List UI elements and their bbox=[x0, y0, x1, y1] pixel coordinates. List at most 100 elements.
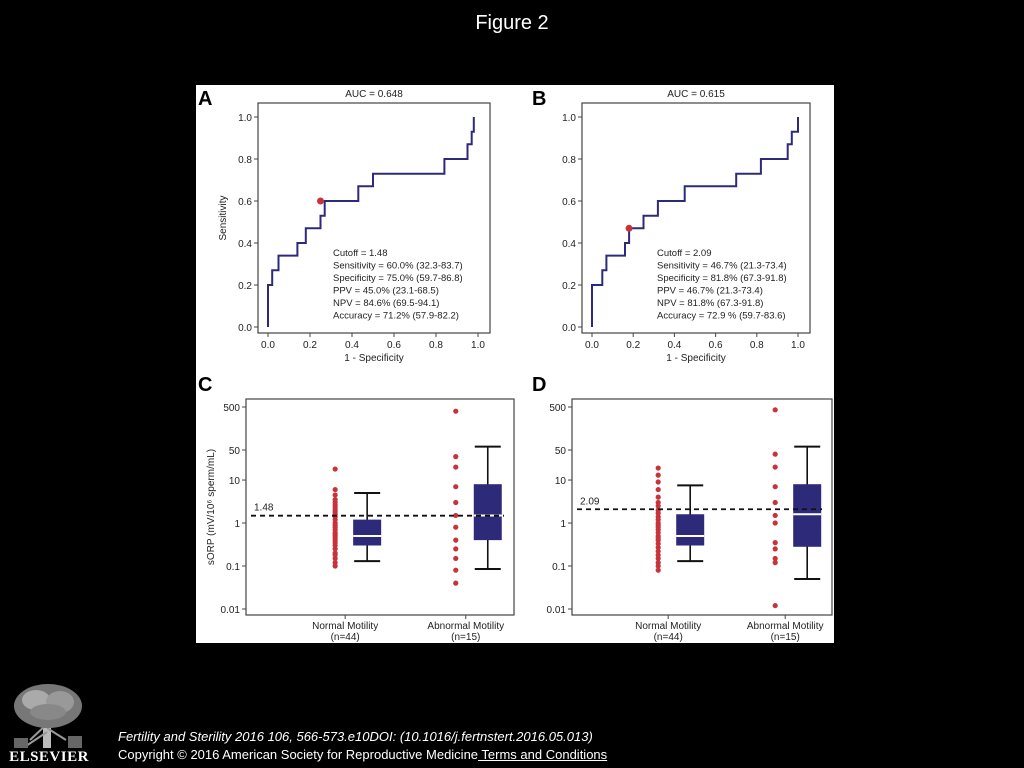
y-tick-label: 10 bbox=[555, 476, 567, 487]
data-point bbox=[655, 548, 661, 554]
iqr-box bbox=[793, 484, 822, 547]
data-point bbox=[772, 540, 778, 546]
terms-and-conditions-link[interactable]: Terms and Conditions bbox=[478, 747, 608, 762]
data-point bbox=[453, 464, 459, 470]
roc-stat-line: Accuracy = 71.2% (57.9-82.2) bbox=[333, 311, 459, 322]
citation: Fertility and Sterility 2016 106, 566-57… bbox=[118, 729, 593, 744]
data-point bbox=[453, 580, 459, 586]
data-point bbox=[453, 499, 459, 506]
x-tick-label: 0.0 bbox=[585, 340, 599, 351]
x-tick-label: 0.6 bbox=[709, 340, 723, 351]
data-point bbox=[772, 499, 778, 506]
data-point bbox=[453, 408, 459, 414]
category-label: (n=44) bbox=[331, 632, 360, 643]
data-point bbox=[655, 567, 661, 573]
data-point bbox=[772, 555, 778, 562]
y-tick-label: 500 bbox=[223, 403, 240, 414]
data-point bbox=[453, 512, 459, 519]
x-tick-label: 0.8 bbox=[429, 340, 443, 351]
roc-stat-line: Cutoff = 2.09 bbox=[657, 248, 712, 259]
x-tick-label: 0.8 bbox=[750, 340, 764, 351]
data-point bbox=[772, 464, 778, 470]
cutoff-label-D: 2.09 bbox=[580, 496, 600, 507]
cutoff-point-B bbox=[625, 224, 633, 232]
y-tick-label: 50 bbox=[555, 446, 567, 457]
x-tick-label: 0.2 bbox=[303, 340, 317, 351]
data-point bbox=[332, 560, 338, 566]
data-point bbox=[453, 484, 459, 490]
cutoff-label-C: 1.48 bbox=[254, 503, 274, 514]
y-tick-label: 1 bbox=[234, 519, 240, 530]
y-tick-label: 0.1 bbox=[552, 562, 566, 573]
x-tick-label: 1.0 bbox=[791, 340, 805, 351]
roc-stat-line: Sensitivity = 60.0% (32.3-83.7) bbox=[333, 261, 463, 272]
roc-stat-line: Cutoff = 1.48 bbox=[333, 248, 388, 259]
data-point bbox=[655, 494, 661, 500]
y-tick-label: 0.01 bbox=[547, 605, 567, 616]
data-point bbox=[332, 486, 338, 493]
x-tick-label: 0.2 bbox=[626, 340, 640, 351]
figure-panel: A AUC = 0.648 0.0 0.2 0.4 0.6 0.8 1.0 0.0 0.2 0.4 0… bbox=[196, 85, 834, 643]
data-point bbox=[655, 499, 661, 506]
y-tick-label: 10 bbox=[229, 476, 241, 487]
figure-title: Figure 2 bbox=[475, 12, 549, 34]
category-label: Normal Motility bbox=[635, 621, 701, 632]
iqr-box bbox=[353, 519, 382, 546]
data-point bbox=[332, 466, 338, 472]
y-tick-label: 1.0 bbox=[562, 113, 576, 124]
iqr-box bbox=[473, 484, 502, 541]
y-tick-label: 1.0 bbox=[238, 113, 252, 124]
category-label: (n=44) bbox=[654, 632, 683, 643]
roc-curve-A bbox=[267, 117, 475, 327]
category-label: Abnormal Motility bbox=[747, 621, 824, 632]
y-tick-label: 0.0 bbox=[562, 323, 576, 334]
data-point bbox=[655, 552, 661, 558]
y-tick-label: 0.8 bbox=[562, 155, 576, 166]
data-point bbox=[772, 546, 778, 552]
data-point bbox=[772, 520, 778, 526]
elsevier-logo-text: ELSEVIER bbox=[9, 749, 89, 765]
y-tick-label: 0.6 bbox=[562, 197, 576, 208]
x-tick-label: 0.6 bbox=[387, 340, 401, 351]
data-point bbox=[453, 546, 459, 552]
roc-stat-line: Specificity = 81.8% (67.3-91.8) bbox=[657, 273, 787, 284]
box-plot-frame-C bbox=[245, 398, 515, 616]
y-axis-label-A: Sensitivity bbox=[218, 195, 229, 240]
data-point bbox=[332, 492, 338, 498]
y-tick-label: 0.4 bbox=[562, 239, 576, 250]
figure-svg: A AUC = 0.648 0.0 0.2 0.4 0.6 0.8 1.0 0.0 0.2 0.4 0… bbox=[198, 88, 833, 643]
data-point bbox=[453, 454, 459, 460]
data-point bbox=[655, 544, 661, 551]
y-tick-label: 0.4 bbox=[238, 239, 252, 250]
roc-plot-frame-A bbox=[257, 102, 491, 334]
category-label: Abnormal Motility bbox=[427, 621, 504, 632]
data-point bbox=[772, 484, 778, 490]
iqr-box bbox=[676, 514, 705, 546]
panel-label-B: B bbox=[532, 88, 546, 110]
box-plot-frame-D bbox=[571, 398, 833, 616]
elsevier-tree-logo bbox=[8, 680, 88, 766]
cutoff-point-A bbox=[317, 197, 324, 205]
y-tick-label: 0.8 bbox=[238, 155, 252, 166]
data-point bbox=[332, 550, 338, 556]
data-point bbox=[655, 465, 661, 471]
roc-stat-line: Sensitivity = 46.7% (21.3-73.4) bbox=[657, 261, 787, 272]
copyright-text: Copyright © 2016 American Society for Re… bbox=[118, 747, 479, 762]
x-axis-label-B: 1 - Specificity bbox=[666, 353, 725, 364]
x-tick-label: 0.0 bbox=[261, 340, 275, 351]
roc-plot-frame-B bbox=[581, 102, 811, 334]
category-label: Normal Motility bbox=[312, 621, 378, 632]
category-label: (n=15) bbox=[771, 632, 800, 643]
y-tick-label: 0.6 bbox=[238, 197, 252, 208]
data-point bbox=[772, 560, 778, 566]
y-tick-label: 0.01 bbox=[221, 605, 241, 616]
roc-stat-line: NPV = 81.8% (67.3-91.8) bbox=[657, 298, 763, 309]
y-tick-label: 0.0 bbox=[238, 323, 252, 334]
data-point bbox=[772, 407, 778, 413]
y-tick-label: 0.2 bbox=[238, 281, 252, 292]
roc-curve-B bbox=[591, 117, 799, 327]
data-point bbox=[655, 514, 661, 520]
y-tick-label: 50 bbox=[229, 446, 241, 457]
data-point bbox=[655, 560, 661, 566]
y-tick-label: 0.1 bbox=[226, 562, 240, 573]
